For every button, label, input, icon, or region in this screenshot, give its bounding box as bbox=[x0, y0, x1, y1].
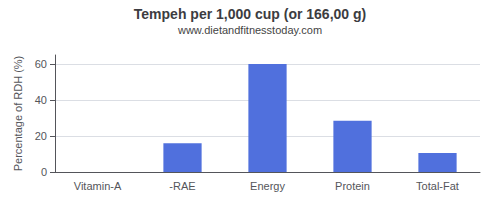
svg-text:Percentage of RDH (%): Percentage of RDH (%) bbox=[12, 56, 24, 172]
svg-text:www.dietandfitnesstoday.com: www.dietandfitnesstoday.com bbox=[177, 24, 322, 36]
svg-text:-RAE: -RAE bbox=[169, 180, 195, 192]
svg-text:60: 60 bbox=[35, 58, 47, 70]
svg-text:Total-Fat: Total-Fat bbox=[416, 180, 459, 192]
svg-text:40: 40 bbox=[35, 94, 47, 106]
svg-text:Energy: Energy bbox=[250, 180, 285, 192]
svg-text:Vitamin-A: Vitamin-A bbox=[74, 180, 122, 192]
svg-text:0: 0 bbox=[41, 166, 47, 178]
svg-text:20: 20 bbox=[35, 130, 47, 142]
svg-text:Tempeh per 1,000 cup (or 166,0: Tempeh per 1,000 cup (or 166,00 g) bbox=[134, 6, 366, 22]
svg-text:Protein: Protein bbox=[335, 180, 370, 192]
